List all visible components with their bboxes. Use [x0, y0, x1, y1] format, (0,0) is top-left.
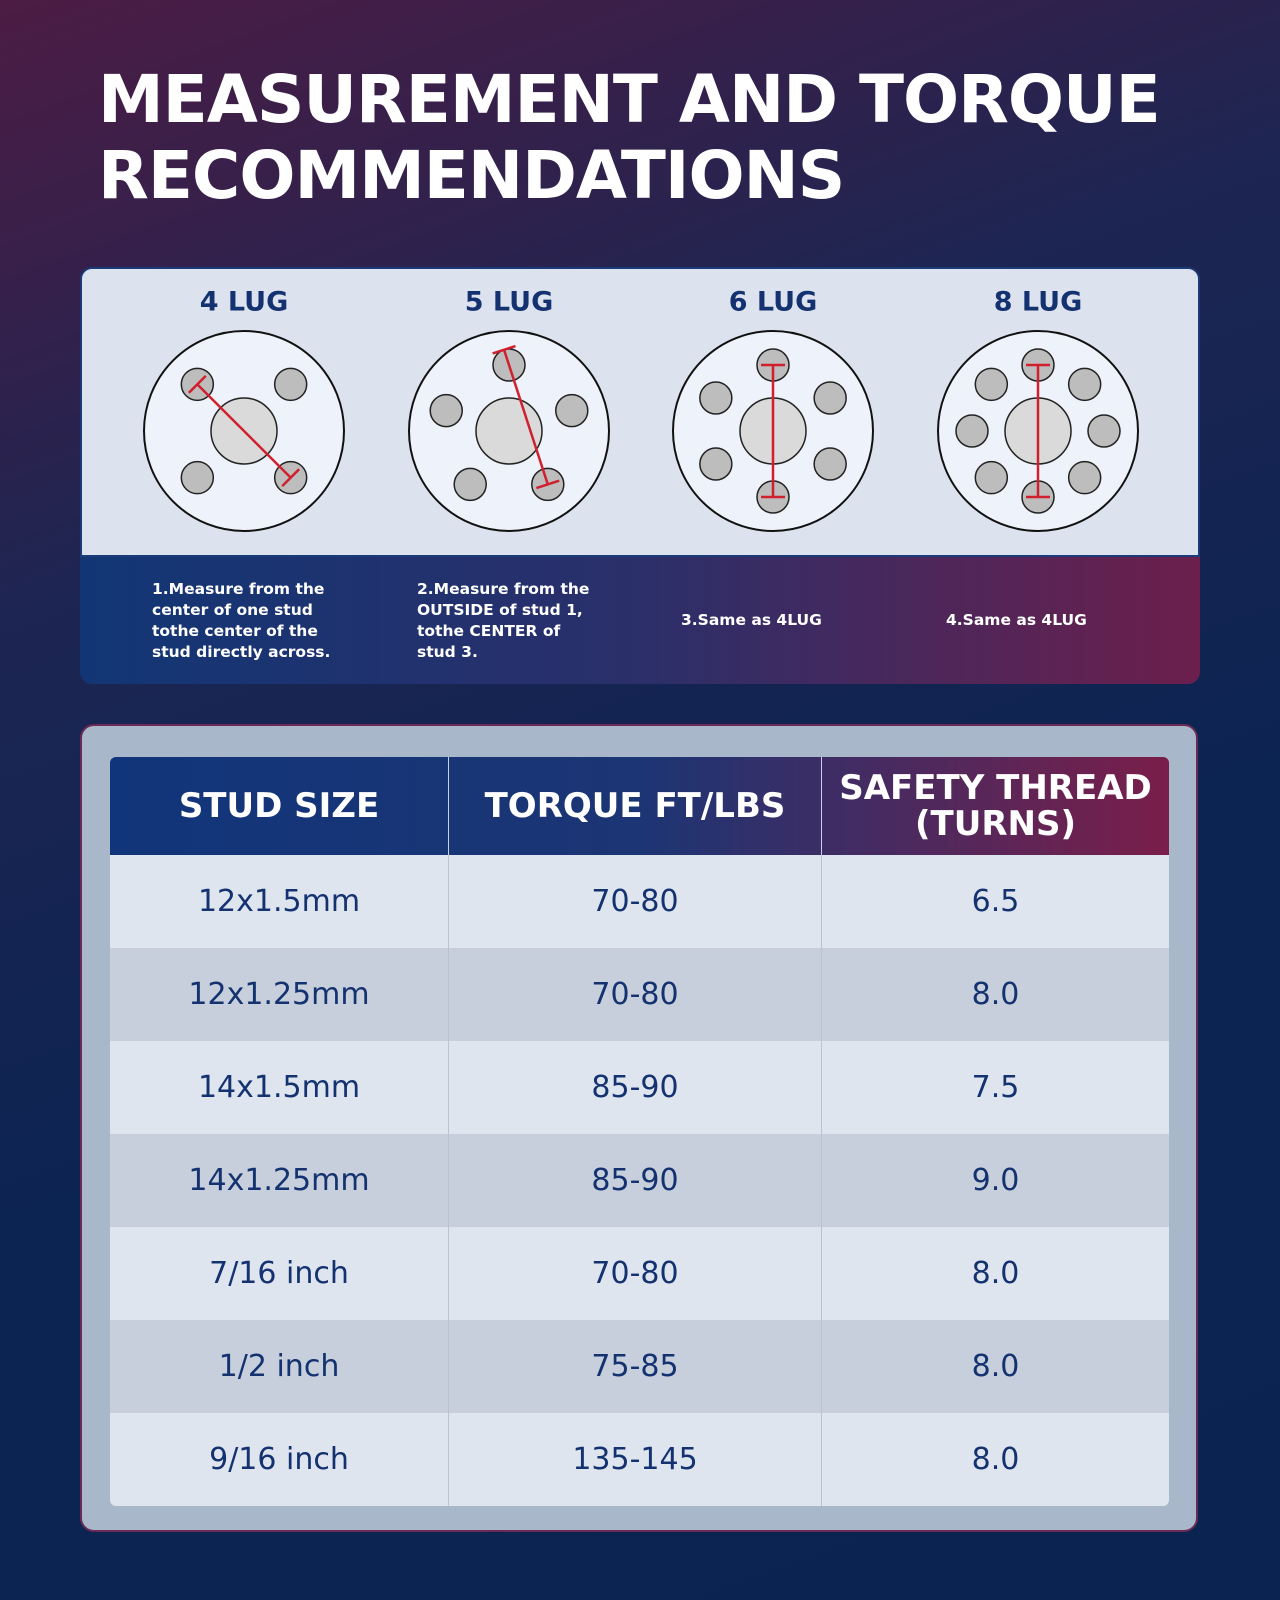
stud [974, 460, 1009, 495]
table-cell: 8.0 [971, 1256, 1020, 1291]
lug-panel: 4 LUG 5 LUG 6 LUG 8 LUG 1.Measure from the … [80, 267, 1200, 684]
stud [273, 367, 308, 402]
stud [1087, 414, 1121, 448]
measure-line [196, 383, 292, 479]
measure-cap [187, 374, 207, 394]
table-cell: 12x1.5mm [110, 855, 449, 948]
table-cell: 135-145 [449, 1413, 822, 1506]
instruction: 3.Same as 4LUG [681, 611, 822, 629]
table-row: 14x1.25mm 85-90 9.0 [110, 1134, 1169, 1227]
instruction: 1.Measure from the center of one stud to… [152, 579, 331, 661]
table-cell: 14x1.5mm [110, 1041, 449, 1134]
stud [974, 367, 1009, 402]
table-cell: 8.0 [971, 1442, 1020, 1477]
table-row: 1/2 inch 75-85 8.0 [110, 1320, 1169, 1413]
table-cell: 14x1.25mm [110, 1134, 449, 1227]
table-cell: 7/16 inch [110, 1227, 449, 1320]
lug-label: 4 LUG [200, 287, 289, 318]
table-header: STUD SIZE TORQUE FT/LBS SAFETY THREAD (TUR… [110, 757, 1169, 855]
stud [555, 393, 589, 428]
table-cell: 85-90 [449, 1041, 822, 1134]
lug-label: 6 LUG [729, 287, 818, 318]
instruction: 2.Measure from the OUTSIDE of stud 1, to… [417, 579, 590, 661]
stud [1067, 460, 1102, 495]
title: MEASUREMENT AND TORQUE RECOMMENDATIONS [98, 61, 1161, 214]
stud [699, 381, 733, 415]
table-cell: 7.5 [971, 1070, 1020, 1105]
torque-table: STUD SIZE TORQUE FT/LBS SAFETY THREAD (TUR… [110, 757, 1169, 1506]
measure-cap [492, 344, 516, 355]
measure-cap [281, 468, 301, 488]
hub [475, 397, 543, 465]
table-cell: 70-80 [449, 855, 822, 948]
stud [699, 447, 733, 481]
stud [453, 467, 487, 502]
table-cell: 9.0 [971, 1163, 1020, 1198]
stud [180, 460, 215, 495]
table-cell: 75-85 [449, 1320, 822, 1413]
table-row: 7/16 inch 70-80 8.0 [110, 1227, 1169, 1320]
stud [955, 414, 989, 448]
lug-label: 5 LUG [465, 287, 554, 318]
header-cell: SAFETY THREAD (TURNS) [839, 768, 1152, 844]
lug-diagrams: 4 LUG 5 LUG 6 LUG 8 LUG [143, 287, 1139, 532]
header-cell: STUD SIZE [110, 757, 449, 855]
table-cell: 8.0 [971, 1349, 1020, 1384]
stud [429, 393, 463, 428]
table-panel: STUD SIZE TORQUE FT/LBS SAFETY THREAD (TUR… [80, 724, 1198, 1532]
diagram-area: 4 LUG 5 LUG 6 LUG 8 LUG [80, 267, 1200, 557]
measure-line [502, 349, 549, 485]
table-cell: 8.0 [971, 977, 1020, 1012]
table-cell: 1/2 inch [110, 1320, 449, 1413]
table-row: 9/16 inch 135-145 8.0 [110, 1413, 1169, 1506]
table-cell: 6.5 [971, 884, 1020, 919]
stud [1067, 367, 1102, 402]
stud [813, 381, 847, 415]
header-cell: TORQUE FT/LBS [449, 757, 822, 855]
table-cell: 70-80 [449, 948, 822, 1041]
measure-cap [535, 479, 560, 490]
table-row: 14x1.5mm 85-90 7.5 [110, 1041, 1169, 1134]
table-cell: 9/16 inch [110, 1413, 449, 1506]
table-row: 12x1.25mm 70-80 8.0 [110, 948, 1169, 1041]
stud [813, 447, 847, 481]
table-cell: 85-90 [449, 1134, 822, 1227]
table-cell: 12x1.25mm [110, 948, 449, 1041]
lug-label: 8 LUG [994, 287, 1083, 318]
table-cell: 70-80 [449, 1227, 822, 1320]
table-row: 12x1.5mm 70-80 6.5 [110, 855, 1169, 948]
instruction: 4.Same as 4LUG [946, 611, 1087, 629]
